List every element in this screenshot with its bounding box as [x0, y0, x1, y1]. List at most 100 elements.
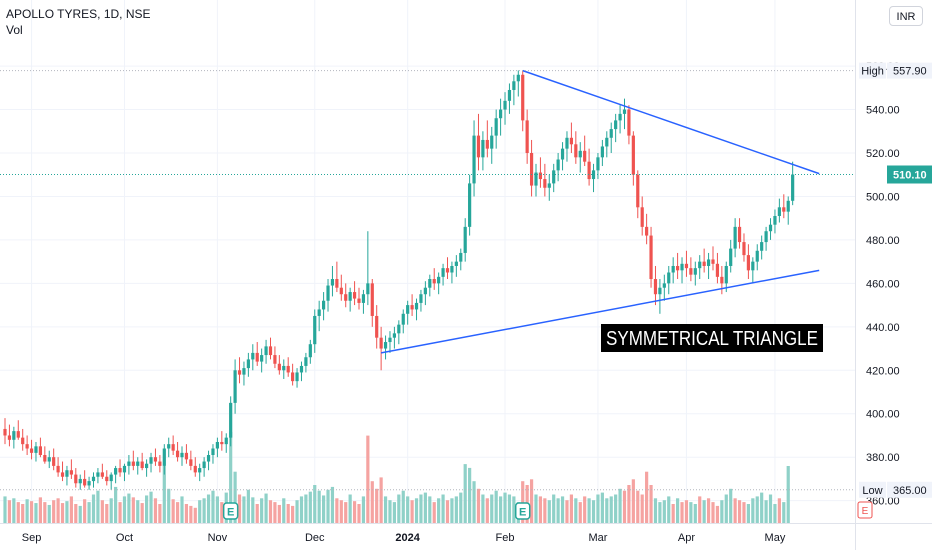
candle-body	[83, 478, 87, 486]
candle-body	[277, 363, 281, 371]
trendlines[interactable]	[380, 69, 820, 354]
volume-bar	[445, 500, 450, 523]
candle-body	[760, 242, 764, 251]
candle-body	[547, 183, 551, 188]
candle-body	[441, 268, 445, 277]
candle-body	[574, 144, 578, 158]
candle-body	[29, 448, 34, 453]
price-axis[interactable]: 360.00 380.00 400.00 420.00 440.00 460.00 480.…	[866, 61, 900, 508]
volume-bar	[335, 498, 339, 523]
volume-bar	[512, 496, 516, 523]
volume-bar	[162, 466, 166, 523]
candle-body	[242, 368, 246, 375]
volume-bar	[96, 490, 100, 523]
candle-body	[485, 139, 489, 149]
volume-bar	[649, 485, 653, 523]
candle-body	[65, 470, 69, 477]
volume-bar	[591, 500, 596, 523]
time-tick-label: 2024	[395, 532, 420, 544]
volume-bar	[16, 502, 20, 523]
candle-body	[383, 342, 388, 349]
candle-body	[224, 437, 228, 445]
candle-body	[556, 159, 560, 171]
candle-body	[534, 172, 538, 186]
pattern-annotation[interactable]: SYMMETRICAL TRIANGLE	[601, 324, 823, 352]
candle-body	[52, 457, 56, 466]
candle-body	[344, 294, 348, 301]
candle-body	[317, 309, 321, 316]
candle-body	[521, 74, 525, 121]
candle-body	[171, 444, 175, 451]
candlesticks	[3, 70, 795, 490]
volume-bar	[702, 500, 706, 523]
candle-body	[56, 465, 60, 473]
candle-body	[507, 89, 512, 101]
volume-bar	[145, 495, 149, 523]
candle-body	[476, 135, 481, 158]
volume-bar	[233, 471, 237, 523]
candle-body	[60, 472, 65, 477]
high-value: 557.90	[893, 66, 927, 78]
volume-bar	[622, 490, 627, 523]
high-label-bg	[859, 62, 886, 79]
candle-body	[131, 461, 135, 466]
symbol-title[interactable]: APOLLO TYRES, 1D, NSE	[6, 7, 151, 21]
volume-bar	[330, 486, 335, 523]
candle-body	[370, 283, 374, 316]
volume-bar	[653, 498, 658, 523]
price-tick-label: 520.00	[866, 148, 900, 160]
candle-body	[423, 287, 427, 295]
volume-bar	[485, 498, 489, 523]
volume-bar	[344, 502, 348, 523]
price-tick-label: 500.00	[866, 191, 900, 203]
volume-bar	[397, 494, 401, 523]
candle-body	[711, 259, 715, 264]
volume-bar	[189, 505, 193, 523]
candle-body	[361, 294, 366, 303]
candle-body	[649, 235, 653, 280]
currency-button[interactable]: INR	[889, 6, 923, 26]
candle-body	[264, 346, 268, 356]
candle-body	[503, 100, 507, 110]
chart-header: APOLLO TYRES, 1D, NSE Vol	[6, 6, 151, 38]
volume-bar	[251, 497, 255, 523]
volume-bar	[401, 490, 405, 523]
volume-bar	[114, 486, 118, 523]
candle-body	[198, 468, 202, 473]
candle-body	[78, 478, 82, 484]
candle-body	[339, 287, 343, 295]
time-axis[interactable]: Sep Oct Nov Dec 2024 Feb Mar Apr May	[22, 532, 786, 544]
volume-bar	[503, 492, 507, 523]
volume-bar	[432, 502, 436, 523]
candle-body	[74, 474, 78, 484]
time-tick-label: Apr	[678, 532, 695, 544]
volume-bar	[158, 504, 162, 523]
candle-body	[158, 461, 162, 466]
earnings-marker[interactable]: E	[222, 502, 239, 520]
candle-body	[729, 248, 733, 266]
candle-body	[755, 250, 759, 262]
volume-bar	[34, 503, 38, 523]
volume-bar	[206, 494, 211, 523]
volume-bar	[352, 501, 357, 523]
volume-legend[interactable]: Vol	[6, 23, 23, 37]
volume-bar	[375, 488, 379, 523]
candle-body	[366, 283, 370, 295]
volume-bar	[29, 501, 34, 523]
volume-bar	[600, 492, 604, 523]
volume-bar	[38, 497, 42, 523]
candle-body	[34, 446, 38, 453]
volume-bar	[122, 496, 127, 523]
last-price-value: 510.10	[893, 170, 927, 182]
candle-body	[512, 81, 516, 90]
volume-bar	[136, 500, 140, 523]
volume-bar	[273, 502, 277, 523]
earnings-marker[interactable]: E	[514, 502, 531, 520]
volume-bar	[724, 494, 728, 523]
candle-body	[3, 428, 7, 436]
candle-body	[330, 279, 335, 286]
volume-bar	[764, 500, 768, 523]
volume-bar	[237, 494, 242, 523]
